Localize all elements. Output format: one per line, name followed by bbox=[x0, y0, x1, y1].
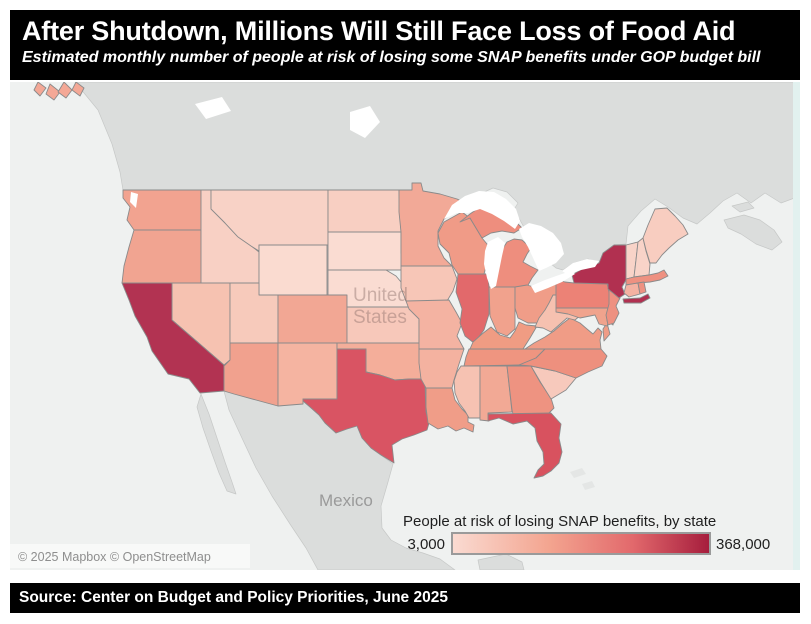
united-states-label-line2: States bbox=[353, 307, 407, 328]
yucatan-landmass bbox=[477, 553, 525, 571]
legend-max-label: 368,000 bbox=[716, 536, 770, 553]
state-RI[interactable] bbox=[637, 281, 647, 295]
us-choropleth-map: United States Mexico People at risk of l… bbox=[10, 81, 801, 571]
puget-sound bbox=[130, 192, 138, 208]
lake-ontario bbox=[562, 259, 599, 275]
state-IA[interactable] bbox=[400, 265, 458, 302]
state-NC[interactable] bbox=[518, 348, 608, 379]
state-VA[interactable] bbox=[524, 317, 603, 350]
lake-michigan bbox=[484, 237, 505, 289]
state-LA[interactable] bbox=[425, 387, 475, 433]
state-NY-long-island[interactable] bbox=[622, 293, 651, 304]
state-AL[interactable] bbox=[479, 365, 513, 422]
state-SD[interactable] bbox=[327, 231, 407, 271]
page-subtitle: Estimated monthly number of people at ri… bbox=[22, 49, 761, 67]
canada-lake bbox=[195, 97, 231, 119]
state-CT[interactable] bbox=[623, 282, 641, 298]
map-canvas: United States Mexico People at risk of l… bbox=[10, 81, 801, 571]
legend-title: People at risk of losing SNAP benefits, … bbox=[403, 513, 716, 530]
state-NM[interactable] bbox=[277, 342, 338, 407]
state-KY[interactable] bbox=[469, 321, 538, 350]
state-FL[interactable] bbox=[487, 412, 563, 479]
baja-peninsula bbox=[196, 393, 237, 495]
state-OR[interactable] bbox=[121, 229, 202, 284]
map-attribution[interactable]: © 2025 Mapbox © OpenStreetMap bbox=[18, 550, 211, 564]
lake-winnipeg bbox=[350, 106, 380, 138]
state-CA[interactable] bbox=[121, 282, 225, 394]
legend-gradient-bar bbox=[451, 532, 711, 555]
color-legend: People at risk of losing SNAP benefits, … bbox=[403, 513, 770, 555]
lake-huron bbox=[519, 223, 564, 271]
source-text: Source: Center on Budget and Policy Prio… bbox=[19, 589, 448, 606]
state-TX[interactable] bbox=[302, 348, 430, 464]
chart-header: After Shutdown, Millions Will Still Face… bbox=[10, 10, 800, 80]
legend-min-label: 3,000 bbox=[407, 536, 445, 553]
state-AK-panhandle[interactable] bbox=[33, 81, 85, 101]
lake-superior bbox=[444, 191, 520, 229]
state-ND[interactable] bbox=[327, 189, 402, 233]
map-edge-strip bbox=[793, 82, 800, 570]
united-states-label-line1: United bbox=[353, 285, 408, 306]
state-ME[interactable] bbox=[642, 207, 689, 264]
state-WY[interactable] bbox=[258, 244, 328, 296]
state-CO[interactable] bbox=[277, 294, 348, 344]
page-title: After Shutdown, Millions Will Still Face… bbox=[22, 16, 736, 46]
prince-edward-island bbox=[731, 201, 755, 213]
state-NJ[interactable] bbox=[605, 288, 621, 326]
mexico-label: Mexico bbox=[319, 491, 373, 510]
bahamas-islet-2 bbox=[582, 481, 595, 490]
bahamas-islet bbox=[570, 468, 586, 478]
source-footer: Source: Center on Budget and Policy Prio… bbox=[10, 583, 800, 613]
nova-scotia bbox=[723, 214, 783, 251]
attribution-background bbox=[10, 544, 250, 568]
lake-erie bbox=[531, 271, 575, 293]
